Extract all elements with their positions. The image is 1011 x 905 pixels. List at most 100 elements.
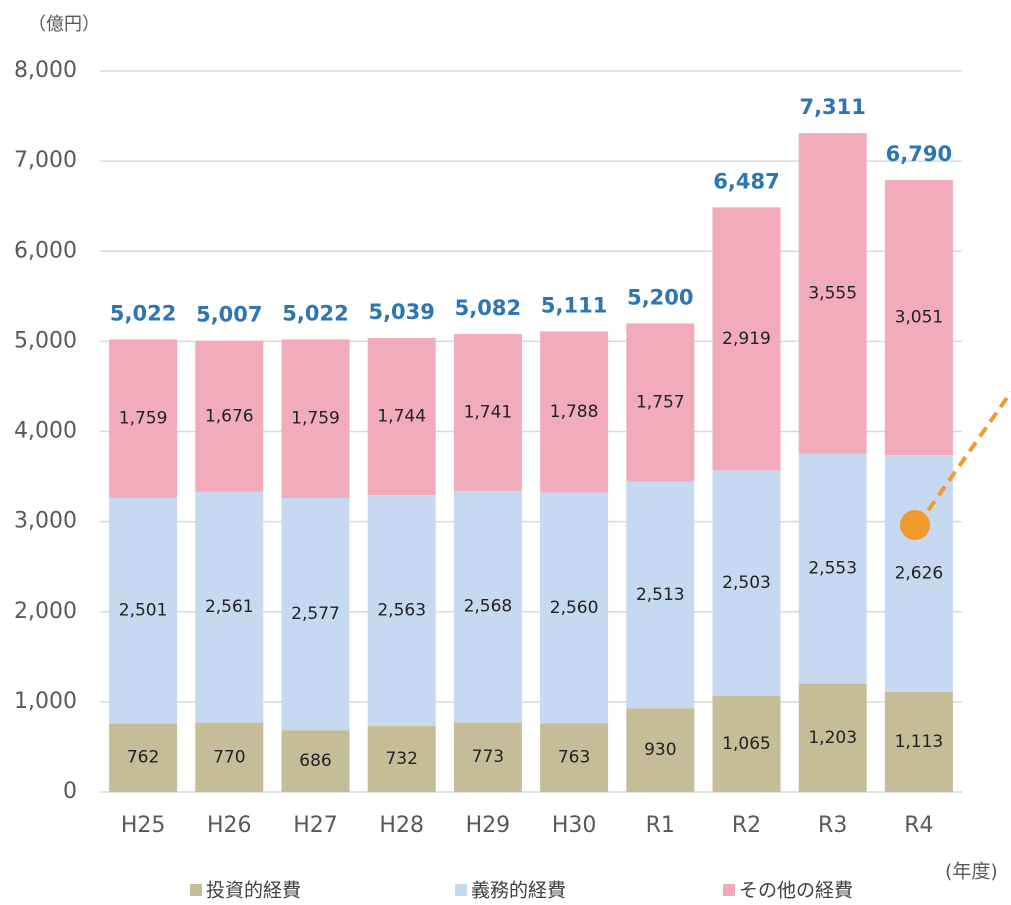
value-label: 1,741 xyxy=(464,402,513,422)
value-label: 1,788 xyxy=(550,402,599,422)
plot: 0 1,000 2,000 3,000 4,000 5,000 6,000 7,000 8,00… xyxy=(14,58,962,902)
value-label: 2,568 xyxy=(464,597,513,617)
bar-segment xyxy=(884,691,953,792)
bar-segment xyxy=(626,323,695,482)
value-label: 773 xyxy=(472,747,504,767)
bar-segment xyxy=(367,337,436,496)
value-label: 2,561 xyxy=(205,597,254,617)
bar-segment xyxy=(540,331,609,493)
value-label: 1,744 xyxy=(377,406,426,426)
x-tick-label: H25 xyxy=(121,813,166,838)
value-label: 1,759 xyxy=(119,409,168,429)
y-tick-label: 8,000 xyxy=(14,58,77,83)
bar-segment xyxy=(798,133,867,454)
value-label: 2,577 xyxy=(291,604,340,624)
bar-segment xyxy=(540,723,609,792)
bar-segment xyxy=(540,492,609,724)
total-label: 5,111 xyxy=(541,293,607,317)
total-label: 5,022 xyxy=(282,301,348,325)
total-label: 5,039 xyxy=(368,300,434,324)
legend-label: その他の経費 xyxy=(739,880,853,902)
x-tick-label: H28 xyxy=(379,813,424,838)
value-label: 732 xyxy=(385,749,417,769)
total-label: 5,022 xyxy=(110,301,176,325)
value-label: 686 xyxy=(299,751,331,771)
value-label: 1,757 xyxy=(636,393,685,413)
y-tick-label: 1,000 xyxy=(14,689,77,714)
value-label: 2,560 xyxy=(550,598,599,618)
bar-segment xyxy=(798,453,867,684)
bar-segment xyxy=(453,722,522,792)
total-label: 5,007 xyxy=(196,303,262,327)
bar-segment xyxy=(453,490,522,723)
total-label: 5,082 xyxy=(455,296,521,320)
bar-segment xyxy=(712,470,781,697)
bar-segment xyxy=(367,495,436,727)
value-label: 2,553 xyxy=(808,559,857,579)
x-tick-label: H30 xyxy=(552,813,597,838)
annotation-line xyxy=(916,390,1011,527)
x-tick-label: H27 xyxy=(293,813,338,838)
x-unit-label: (年度) xyxy=(945,861,998,883)
y-tick-label: 3,000 xyxy=(14,509,77,534)
value-label: 930 xyxy=(644,740,676,760)
value-label: 2,563 xyxy=(377,601,426,621)
x-tick-label: R2 xyxy=(732,813,761,838)
total-label: 6,790 xyxy=(886,142,952,166)
bar-segment xyxy=(712,207,781,471)
bar-segment xyxy=(281,339,350,498)
annotation-dot xyxy=(900,510,930,540)
x-tick-label: R4 xyxy=(904,813,933,838)
bar-segment xyxy=(453,333,522,491)
legend-label: 義務的経費 xyxy=(471,880,566,902)
total-label: 7,311 xyxy=(799,95,865,119)
y-tick-label: 5,000 xyxy=(14,328,77,353)
value-label: 763 xyxy=(558,748,590,768)
bar-segment xyxy=(884,180,953,456)
bar-segment xyxy=(626,481,695,709)
y-tick-label: 7,000 xyxy=(14,148,77,173)
y-unit-label: （億円） xyxy=(28,14,100,35)
value-label: 2,501 xyxy=(119,601,168,621)
bar-segment xyxy=(109,339,178,498)
bar-segment xyxy=(367,726,436,792)
total-label: 5,200 xyxy=(627,285,693,309)
legend-swatch xyxy=(455,884,467,896)
value-label: 3,051 xyxy=(895,308,944,328)
x-tick-label: H29 xyxy=(466,813,511,838)
bar-segment xyxy=(626,708,695,792)
value-label: 3,555 xyxy=(808,283,857,303)
y-tick-label: 2,000 xyxy=(14,599,77,624)
y-tick-label: 6,000 xyxy=(14,238,77,263)
value-label: 2,919 xyxy=(722,329,771,349)
legend-swatch xyxy=(723,884,735,896)
value-label: 1,676 xyxy=(205,406,254,426)
legend-label: 投資的経費 xyxy=(206,880,301,902)
value-label: 2,513 xyxy=(636,585,685,605)
x-tick-label: H26 xyxy=(207,813,252,838)
value-label: 1,113 xyxy=(895,732,944,752)
bar-segment xyxy=(798,683,867,792)
value-label: 1,203 xyxy=(808,728,857,748)
bar-segment xyxy=(109,723,178,792)
total-label: 6,487 xyxy=(713,169,779,193)
value-label: 1,759 xyxy=(291,409,340,429)
legend-swatch xyxy=(190,884,202,896)
bar-segment xyxy=(195,722,264,792)
y-tick-label: 4,000 xyxy=(14,419,77,444)
value-label: 1,065 xyxy=(722,734,771,754)
bar-segment xyxy=(195,491,264,723)
value-label: 762 xyxy=(127,748,159,768)
x-tick-label: R3 xyxy=(818,813,847,838)
value-label: 2,626 xyxy=(895,563,944,583)
value-label: 770 xyxy=(213,747,245,767)
bar-segment xyxy=(195,340,264,492)
value-label: 2,503 xyxy=(722,573,771,593)
bar-segment xyxy=(109,497,178,724)
bar-segment xyxy=(712,696,781,792)
y-tick-label: 0 xyxy=(63,779,77,804)
x-tick-label: R1 xyxy=(646,813,675,838)
bar-segment xyxy=(281,497,350,731)
bar-segment xyxy=(281,730,350,792)
